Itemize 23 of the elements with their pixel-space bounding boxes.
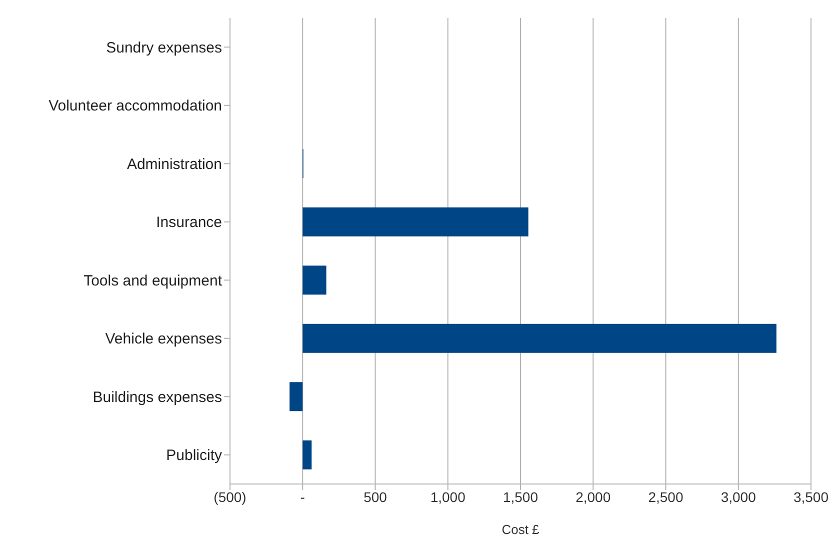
y-tick-label: Sundry expenses xyxy=(106,39,222,56)
bar xyxy=(302,207,528,236)
bar xyxy=(302,324,776,353)
bar xyxy=(302,266,326,295)
x-tick-label: 2,500 xyxy=(648,488,684,505)
x-tick-label: (500) xyxy=(214,488,246,505)
y-tick-label: Buildings expenses xyxy=(92,388,222,406)
bar xyxy=(290,382,303,412)
x-tick-label: - xyxy=(300,488,306,505)
y-tick-label: Insurance xyxy=(156,214,222,232)
x-tick-label: 1,500 xyxy=(502,488,538,505)
x-tick-label: 3,000 xyxy=(720,488,756,505)
y-tick-label: Publicity xyxy=(166,447,222,464)
x-tick-label: 2,000 xyxy=(576,488,611,505)
bar xyxy=(302,440,312,470)
x-axis-title: Cost £ xyxy=(502,522,540,537)
x-tick-label: 500 xyxy=(364,488,388,505)
x-tick-label: 3,500 xyxy=(793,488,829,505)
y-tick-label: Volunteer accommodation xyxy=(48,98,222,115)
x-tick-label: 1,000 xyxy=(430,488,466,505)
y-tick-label: Administration xyxy=(126,156,222,173)
y-tick-label: Tools and equipment xyxy=(84,272,223,290)
y-tick-label: Vehicle expenses xyxy=(105,330,222,348)
